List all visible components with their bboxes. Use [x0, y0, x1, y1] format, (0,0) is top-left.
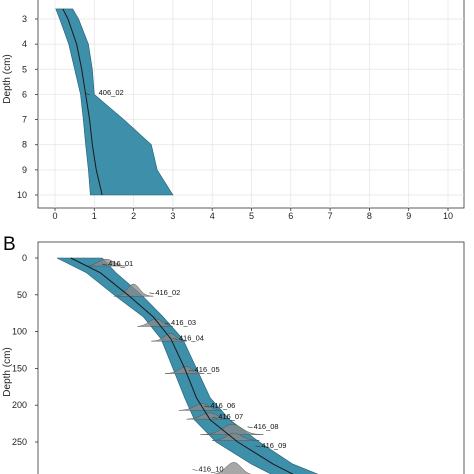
panel-b-annotation: 416_02 — [155, 288, 180, 297]
panel-a-x-tick-label: 9 — [406, 211, 411, 221]
panel-b-frame — [37, 241, 465, 474]
panel-a-x-tick-label: 2 — [131, 211, 136, 221]
panel-b-annotation-marker — [188, 369, 194, 372]
panel-a-y-tick-label: 6 — [22, 89, 27, 99]
panel-a-uncertainty-band — [55, 8, 174, 196]
panel-b-density-416_08 — [200, 424, 264, 435]
panel-b-annotation-marker — [164, 322, 171, 325]
panel-b-density-416_02 — [113, 283, 154, 297]
panel-a-x-tick-label: 8 — [367, 211, 372, 221]
panel-a-y-tick-label: 3 — [22, 14, 27, 24]
panel-b-y-axis-label: Depth (cm) — [2, 347, 13, 396]
panel-a-annotation-marker — [84, 92, 90, 96]
panel-b-density-416_09 — [211, 432, 260, 441]
panel-a-x-tick-label: 7 — [328, 211, 333, 221]
panel-a-x-ticks: 0 1 2 3 4 5 6 7 8 9 10 — [52, 208, 453, 221]
panel-b-annotation-marker — [255, 445, 261, 448]
panel-b-annotation-marker — [149, 292, 155, 295]
panel-b-density-416_05 — [164, 366, 205, 374]
panel-b-median-line — [70, 257, 294, 474]
panel-b-annotation: 416_03 — [171, 318, 196, 327]
panel-a-y-ticks: 3 4 5 6 7 8 9 10 — [17, 14, 38, 200]
panel-a-y-tick-label: 7 — [22, 115, 27, 125]
panel-b-annotation: 416_07 — [218, 412, 243, 421]
panel-a-y-tick-label: 9 — [22, 165, 27, 175]
panel-a-frame — [37, 0, 465, 209]
panel-b-data: 416_01 416_02 416_03 416_04 416_05 416_06 416_… — [56, 257, 319, 474]
panel-a-x-tick-label: 3 — [170, 211, 175, 221]
panel-b-y-tick-label: 200 — [12, 400, 27, 410]
panel-b-annotation: 416_05 — [195, 365, 220, 374]
panel-a-x-tick-label: 5 — [249, 211, 254, 221]
panel-b-density-416_01 — [86, 259, 126, 267]
panel-a-annotation: 406_02 — [99, 88, 124, 97]
panel-a-y-tick-label: 4 — [22, 39, 27, 49]
panel-b-y-tick-label: 0 — [22, 253, 27, 263]
panel-b-y-tick-label: 150 — [12, 363, 27, 373]
panel-b-annotation-marker — [172, 338, 178, 340]
panel-b-annotation: 416_08 — [254, 422, 279, 431]
panel-b-y-tick-label: 250 — [12, 437, 27, 447]
panel-b-label: B — [3, 234, 16, 255]
panel-b-annotation: 416_06 — [210, 401, 235, 410]
panel-a-y-tick-label: 5 — [22, 64, 27, 74]
panel-b-annotation-marker — [192, 469, 198, 471]
panel-b-y-tick-label: 100 — [12, 327, 27, 337]
panel-a: 406_02 3 4 5 6 7 8 9 10 0 1 2 3 4 5 6 7 8 9 10 Depth (cm) — [2, 0, 465, 221]
panel-a-y-axis-label: Depth (cm) — [2, 54, 13, 103]
panel-b-annotation-marker — [204, 405, 210, 408]
panel-a-data: 406_02 — [55, 8, 174, 196]
panel-a-x-tick-label: 10 — [443, 211, 453, 221]
panel-a-median-line — [62, 8, 103, 196]
panel-a-y-tick-label: 10 — [17, 190, 27, 200]
panel-b-y-tick-label: 50 — [17, 290, 27, 300]
panel-b-annotation: 416_01 — [108, 259, 133, 268]
panel-a-y-tick-label: 8 — [22, 140, 27, 150]
panel-b-annotation: 416_04 — [179, 333, 204, 342]
panel-b-annotation: 416_09 — [261, 441, 286, 450]
panel-b: B 416_01416_02416_03416_04416_05416_0641… — [2, 234, 465, 474]
panel-a-x-tick-label: 6 — [288, 211, 293, 221]
panel-b-uncertainty-band — [56, 257, 319, 474]
panel-a-x-tick-label: 0 — [52, 211, 57, 221]
panel-a-grid — [38, 0, 464, 208]
panel-b-annotation-marker — [102, 263, 108, 266]
panel-b-annotation-marker — [212, 416, 218, 419]
panel-a-x-tick-label: 4 — [210, 211, 215, 221]
panel-b-annotation: 416_10 — [199, 464, 224, 473]
panel-b-annotation-marker — [247, 426, 253, 429]
panel-b-y-ticks: 0 50 100 150 200 250 — [12, 253, 38, 447]
panel-a-x-tick-label: 1 — [92, 211, 97, 221]
